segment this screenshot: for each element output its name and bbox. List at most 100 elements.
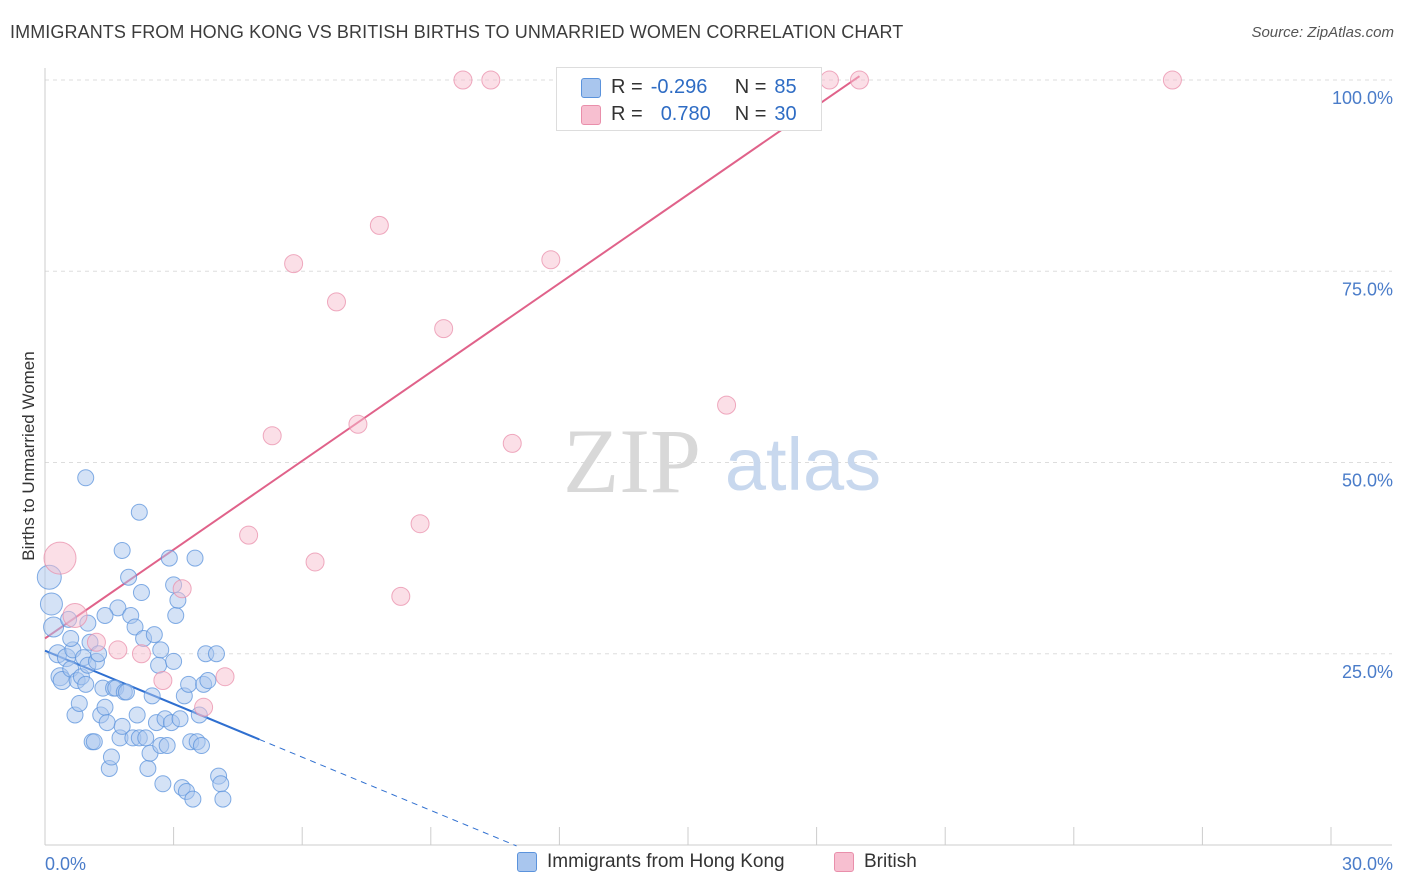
british-point bbox=[481, 70, 501, 90]
hong-kong-point bbox=[186, 549, 204, 567]
british-point bbox=[262, 426, 282, 446]
points-layer bbox=[36, 70, 1182, 808]
british-point bbox=[326, 292, 346, 312]
british-point bbox=[541, 250, 561, 270]
british-point bbox=[239, 525, 259, 545]
british-trend-line bbox=[44, 75, 861, 640]
hong-kong-point bbox=[145, 626, 163, 644]
british-point bbox=[391, 586, 411, 606]
hong-kong-point bbox=[43, 616, 65, 638]
x-tick-label-min: 0.0% bbox=[45, 854, 86, 874]
british-point bbox=[717, 395, 737, 415]
british-point bbox=[108, 640, 128, 660]
hong-kong-point bbox=[171, 710, 189, 728]
stats-r-label: R = bbox=[611, 76, 643, 98]
british-point bbox=[502, 433, 522, 453]
legend-swatch-blue bbox=[517, 852, 537, 872]
hong-kong-point bbox=[120, 568, 138, 586]
chart-title: IMMIGRANTS FROM HONG KONG VS BRITISH BIR… bbox=[10, 22, 904, 42]
hong-kong-point bbox=[207, 645, 225, 663]
hong-kong-point bbox=[212, 775, 230, 793]
stats-r-value: -0.296 bbox=[650, 76, 708, 98]
stats-row-hong-kong: R = -0.296 N = 85 bbox=[581, 76, 797, 99]
british-point bbox=[153, 671, 173, 691]
british-point bbox=[453, 70, 473, 90]
british-point bbox=[434, 319, 454, 339]
y-tick-label: 75.0% bbox=[1342, 279, 1393, 299]
hong-kong-point bbox=[199, 672, 217, 690]
hong-kong-point bbox=[77, 469, 95, 487]
hong-kong-point bbox=[165, 652, 183, 670]
grid-layer bbox=[45, 79, 1392, 655]
hong-kong-point bbox=[77, 675, 95, 693]
british-point bbox=[849, 70, 869, 90]
hong-kong-point bbox=[184, 790, 202, 808]
stats-n-value: 30 bbox=[774, 103, 797, 125]
legend-label: Immigrants from Hong Kong bbox=[547, 851, 785, 872]
y-tick-label: 50.0% bbox=[1342, 471, 1393, 491]
hong-kong-point bbox=[117, 683, 135, 701]
hong-kong-point bbox=[62, 629, 80, 647]
british-point bbox=[62, 603, 88, 628]
stats-n-value: 85 bbox=[774, 76, 797, 98]
hong-kong-point bbox=[85, 733, 103, 751]
watermark-zip: ZIP bbox=[563, 410, 701, 512]
hong-kong-point bbox=[126, 618, 144, 636]
stats-swatch-blue bbox=[581, 77, 601, 98]
hong-kong-point bbox=[160, 549, 178, 567]
british-point bbox=[305, 552, 325, 572]
hong-kong-point bbox=[180, 675, 198, 693]
hong-kong-point bbox=[70, 694, 88, 712]
british-point bbox=[86, 632, 106, 652]
hong-kong-point bbox=[128, 706, 146, 724]
stats-r-value: 0.780 bbox=[660, 103, 711, 125]
source-credit: Source: ZipAtlas.com bbox=[1251, 24, 1394, 41]
british-point bbox=[131, 644, 151, 664]
ticks-layer: 25.0% 50.0% 75.0% 100.0% 0.0% 30.0% bbox=[45, 88, 1393, 874]
hong-kong-point bbox=[113, 541, 131, 559]
stats-box: R = -0.296 N = 85 R = 0.780 N = 30 bbox=[556, 67, 822, 131]
watermark-atlas: atlas bbox=[725, 423, 881, 506]
hong-kong-point bbox=[113, 717, 131, 735]
british-point bbox=[1162, 70, 1182, 90]
hong-kong-point bbox=[96, 698, 114, 716]
stats-n-label: N = bbox=[734, 103, 767, 125]
british-point bbox=[172, 579, 192, 599]
british-point bbox=[819, 70, 839, 90]
hong-kong-point bbox=[98, 714, 116, 732]
british-point bbox=[43, 541, 77, 575]
british-point bbox=[194, 697, 214, 717]
british-point bbox=[369, 215, 389, 235]
british-point bbox=[215, 667, 235, 687]
hong-kong-point bbox=[158, 737, 176, 755]
hong-kong-point bbox=[132, 584, 150, 602]
hong-kong-point bbox=[154, 775, 172, 793]
y-axis-label: Births to Unmarried Women bbox=[19, 351, 38, 560]
legend-swatch-pink bbox=[834, 852, 854, 872]
hong-kong-point bbox=[130, 503, 148, 521]
hong-kong-point bbox=[109, 599, 127, 617]
axes-layer bbox=[44, 68, 1392, 846]
british-point bbox=[410, 514, 430, 534]
x-tick-label-max: 30.0% bbox=[1342, 854, 1393, 874]
legend-label: British bbox=[864, 851, 917, 872]
hong-kong-point bbox=[192, 737, 210, 755]
y-tick-label: 25.0% bbox=[1342, 662, 1393, 682]
legend-item-british[interactable]: British bbox=[834, 851, 917, 873]
hong-kong-point bbox=[102, 748, 120, 766]
hong-kong-point bbox=[96, 607, 114, 624]
stats-row-british: R = 0.780 N = 30 bbox=[581, 103, 797, 126]
hong-kong-point bbox=[143, 687, 161, 705]
hong-kong-point bbox=[39, 592, 63, 616]
stats-r-label: R = bbox=[611, 103, 643, 125]
y-tick-label: 100.0% bbox=[1332, 88, 1393, 108]
hong-kong-point bbox=[139, 760, 157, 777]
hong-kong-point bbox=[152, 641, 170, 659]
hong-kong-trend-extension bbox=[259, 738, 517, 847]
legend-item-hong-kong[interactable]: Immigrants from Hong Kong bbox=[517, 851, 785, 873]
british-point bbox=[284, 254, 304, 274]
stats-n-label: N = bbox=[734, 76, 767, 98]
hong-kong-point bbox=[150, 656, 168, 674]
stats-swatch-pink bbox=[581, 104, 601, 125]
